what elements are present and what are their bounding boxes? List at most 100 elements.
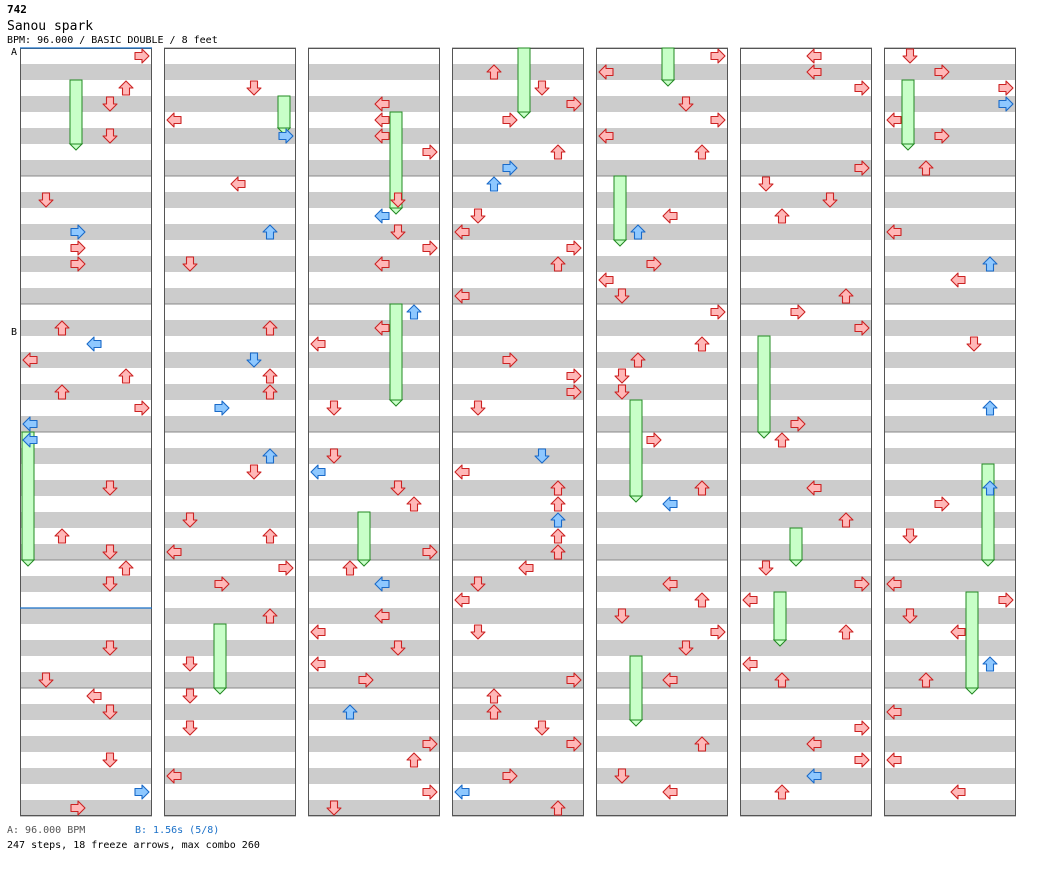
beat-band [308, 592, 440, 608]
right-arrow-icon [646, 432, 662, 448]
beat-band [20, 336, 152, 352]
beat-band [20, 256, 152, 272]
beat-band [308, 240, 440, 256]
beat-band [452, 192, 584, 208]
beat-band [740, 352, 872, 368]
beat-band [884, 400, 1016, 416]
beat-band [596, 688, 728, 704]
down-arrow-icon [966, 336, 982, 352]
freeze-arrow-tail [20, 559, 36, 567]
beat-band [308, 464, 440, 480]
beat-band [20, 64, 152, 80]
down-arrow-icon [246, 352, 262, 368]
beat-band [596, 256, 728, 272]
beat-band [308, 528, 440, 544]
beat-band [596, 400, 728, 416]
beat-band [308, 208, 440, 224]
beat-band [308, 48, 440, 64]
beat-band [164, 656, 296, 672]
beat-band [308, 800, 440, 816]
beat-band [452, 352, 584, 368]
beat-band [596, 672, 728, 688]
beat-band [308, 256, 440, 272]
beat-band [308, 352, 440, 368]
beat-band [884, 112, 1016, 128]
beat-band [164, 336, 296, 352]
up-arrow-icon [918, 160, 934, 176]
beat-band [20, 240, 152, 256]
down-arrow-icon [614, 384, 630, 400]
beat-band [740, 96, 872, 112]
right-arrow-icon [70, 256, 86, 272]
beat-band [452, 608, 584, 624]
left-arrow-icon [22, 416, 38, 432]
right-arrow-icon [358, 672, 374, 688]
beat-band [20, 432, 152, 448]
beat-band [452, 528, 584, 544]
right-arrow-icon [710, 112, 726, 128]
down-arrow-icon [614, 768, 630, 784]
up-arrow-icon [550, 480, 566, 496]
down-arrow-icon [102, 480, 118, 496]
beat-band [308, 720, 440, 736]
beat-band [164, 96, 296, 112]
beat-band [20, 352, 152, 368]
beat-band [596, 80, 728, 96]
down-arrow-icon [534, 80, 550, 96]
right-arrow-icon [790, 304, 806, 320]
beat-band [20, 512, 152, 528]
beat-band [20, 368, 152, 384]
section-a-label: A [11, 47, 18, 58]
beat-band [596, 192, 728, 208]
beat-band [164, 800, 296, 816]
beat-band [596, 96, 728, 112]
beat-band [20, 464, 152, 480]
freeze-arrow [757, 335, 771, 433]
beat-band [20, 672, 152, 688]
beat-band [596, 752, 728, 768]
section-b-timing: B: 1.56s (5/8) [135, 825, 220, 836]
beat-band [452, 160, 584, 176]
beat-band [884, 128, 1016, 144]
freeze-arrow-tail [628, 719, 644, 727]
right-arrow-icon [422, 544, 438, 560]
beat-band [164, 576, 296, 592]
right-arrow-icon [70, 800, 86, 816]
beat-band [20, 560, 152, 576]
beat-band [884, 736, 1016, 752]
down-arrow-icon [326, 448, 342, 464]
freeze-arrow [613, 175, 627, 241]
right-arrow-icon [566, 672, 582, 688]
freeze-arrow-tail [68, 143, 84, 151]
beat-band [308, 672, 440, 688]
up-arrow-icon [54, 384, 70, 400]
freeze-arrow-tail [388, 399, 404, 407]
beat-band [164, 528, 296, 544]
down-arrow-icon [758, 176, 774, 192]
beat-band [20, 416, 152, 432]
beat-band [884, 256, 1016, 272]
beat-band [884, 656, 1016, 672]
beat-band [164, 80, 296, 96]
down-arrow-icon [534, 720, 550, 736]
beat-band [164, 784, 296, 800]
beat-band [164, 560, 296, 576]
beat-band [740, 768, 872, 784]
right-arrow-icon [502, 112, 518, 128]
down-arrow-icon [534, 448, 550, 464]
beat-band [452, 688, 584, 704]
beat-band [20, 160, 152, 176]
beat-band [452, 592, 584, 608]
beat-band [740, 496, 872, 512]
beat-band [452, 464, 584, 480]
left-arrow-icon [310, 624, 326, 640]
beat-band [884, 192, 1016, 208]
beat-band [884, 416, 1016, 432]
right-arrow-icon [934, 496, 950, 512]
beat-band [164, 128, 296, 144]
left-arrow-icon [374, 256, 390, 272]
right-arrow-icon [134, 48, 150, 64]
left-arrow-icon [662, 784, 678, 800]
up-arrow-icon [118, 368, 134, 384]
down-arrow-icon [902, 608, 918, 624]
